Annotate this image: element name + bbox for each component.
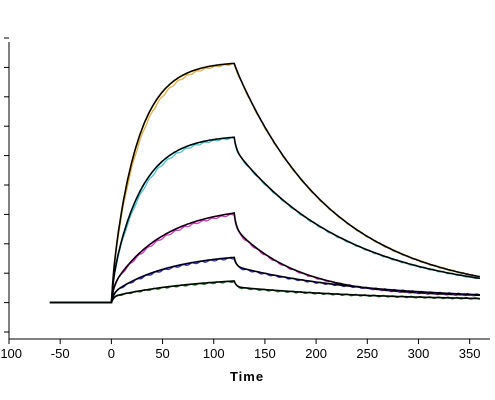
- fit-line-4: [49, 280, 480, 304]
- fit-line-1: [49, 136, 481, 304]
- fit-line-0: [49, 62, 481, 304]
- y-axis: [4, 37, 10, 339]
- x-tick-label-7: 250: [356, 346, 378, 361]
- x-axis-title: Time: [230, 369, 264, 384]
- x-tick-label-9: 350: [459, 346, 481, 361]
- x-tick-label-6: 200: [305, 346, 327, 361]
- x-axis: -100 -50 0 50 100 150 200 250 300 350: [0, 338, 490, 361]
- x-tick-label-1: -50: [51, 346, 70, 361]
- x-tick-label-3: 50: [155, 346, 169, 361]
- x-tick-label-8: 300: [408, 346, 430, 361]
- x-tick-label-2: 0: [108, 346, 115, 361]
- fit-line-3: [49, 256, 480, 304]
- x-tick-label-4: 100: [203, 346, 225, 361]
- x-tick-label-5: 150: [254, 346, 276, 361]
- x-tick-label-0: -100: [0, 346, 22, 361]
- curves: [49, 62, 481, 304]
